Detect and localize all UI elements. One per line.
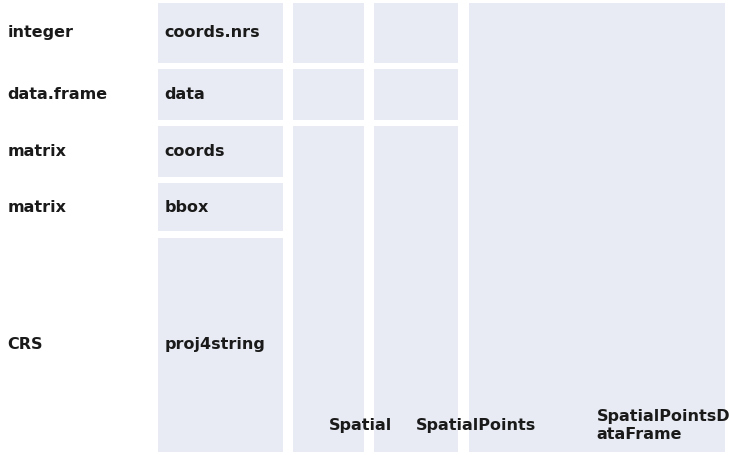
Text: coords: coords: [164, 144, 225, 159]
Text: data.frame: data.frame: [7, 87, 107, 102]
Bar: [158, 69, 283, 120]
Text: bbox: bbox: [164, 200, 209, 214]
Text: SpatialPoints: SpatialPoints: [416, 418, 537, 433]
Bar: [469, 3, 725, 452]
Bar: [158, 126, 283, 177]
Text: SpatialPointsD
ataFrame: SpatialPointsD ataFrame: [596, 409, 730, 442]
Text: proj4string: proj4string: [164, 337, 265, 352]
Bar: [158, 183, 283, 231]
Text: CRS: CRS: [7, 337, 43, 352]
Text: data: data: [164, 87, 205, 102]
Bar: [293, 3, 364, 63]
Text: matrix: matrix: [7, 200, 66, 214]
Text: matrix: matrix: [7, 144, 66, 159]
Bar: [158, 3, 283, 63]
Text: integer: integer: [7, 25, 73, 40]
Bar: [374, 69, 458, 120]
Bar: [158, 238, 283, 452]
Bar: [293, 126, 364, 452]
Text: Spatial: Spatial: [328, 418, 392, 433]
Bar: [374, 3, 458, 63]
Bar: [293, 69, 364, 120]
Text: coords.nrs: coords.nrs: [164, 25, 260, 40]
Bar: [374, 126, 458, 452]
